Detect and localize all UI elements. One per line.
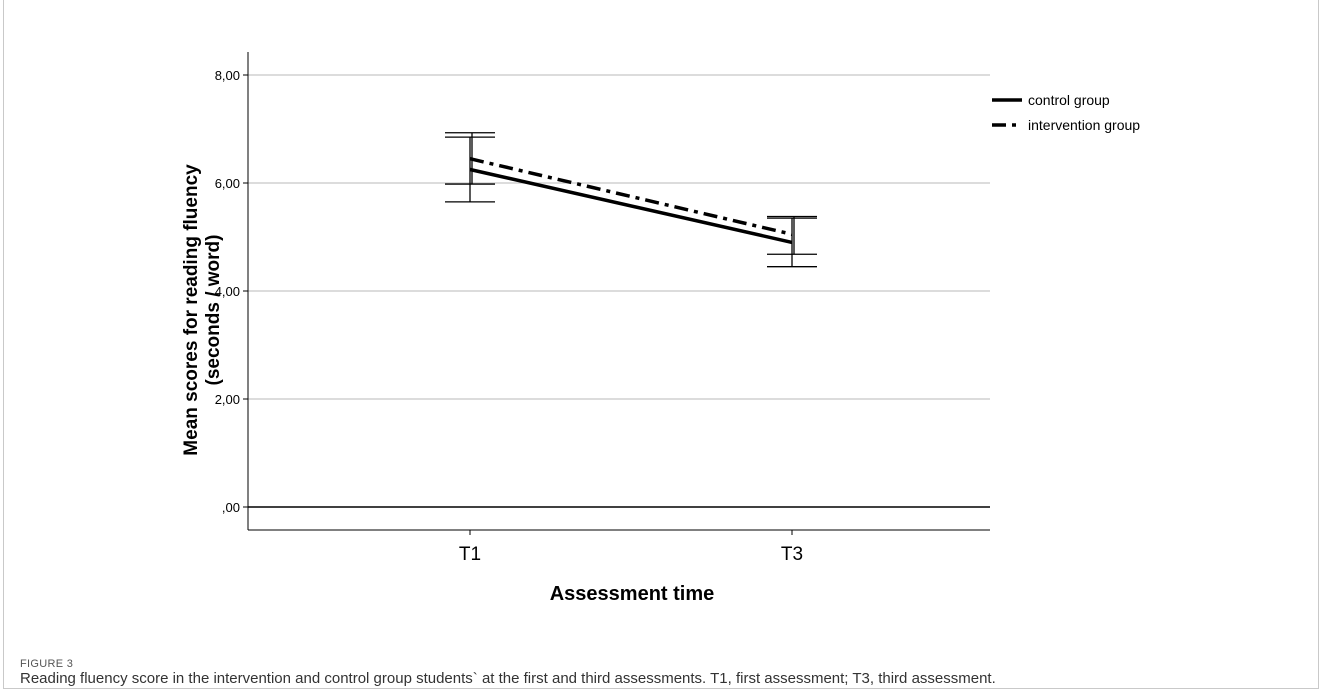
series-line-0 — [469, 167, 793, 245]
x-tick-label-0: T1 — [459, 544, 481, 565]
series-line-1 — [469, 156, 793, 237]
legend-label-0: control group — [1028, 92, 1110, 108]
error-bars — [445, 132, 817, 268]
y-axis-title-line2: (seconds / word) — [203, 235, 224, 386]
y-tick-label-4: 8,00 — [215, 68, 240, 83]
grid-layer — [248, 74, 990, 508]
series-lines — [469, 156, 793, 245]
y-tick-label-0: ,00 — [222, 500, 240, 515]
x-axis-title: Assessment time — [550, 583, 715, 605]
y-axis-title-line1: Mean scores for reading fluency — [181, 164, 202, 456]
y-tick-label-3: 6,00 — [215, 176, 240, 191]
y-tick-label-2: 4,00 — [215, 284, 240, 299]
y-tick-label-1: 2,00 — [215, 392, 240, 407]
chart-svg: ,00 2,00 4,00 6,00 8,00 T1 T3 control group in… — [181, 52, 1140, 605]
figure-caption: Reading fluency score in the interventio… — [20, 670, 996, 687]
figure-frame — [3, 0, 1319, 689]
y-tick-labels: ,00 2,00 4,00 6,00 8,00 — [215, 68, 240, 515]
figure-label: FIGURE 3 — [20, 658, 74, 670]
x-tick-label-1: T3 — [781, 544, 803, 565]
legend: control group intervention group — [992, 92, 1140, 133]
legend-label-1: intervention group — [1028, 117, 1140, 133]
x-tick-labels: T1 T3 — [459, 544, 803, 565]
axes-layer — [243, 52, 990, 535]
